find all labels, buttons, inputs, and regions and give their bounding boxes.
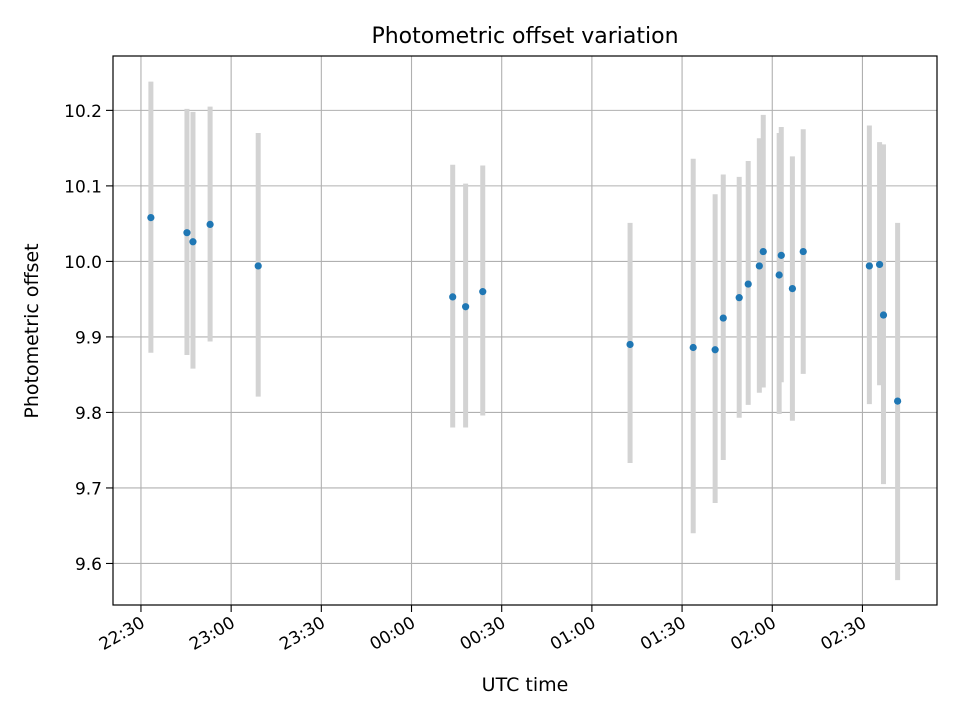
data-point bbox=[206, 220, 214, 229]
plot-frame bbox=[112, 55, 938, 606]
y-tick-labels: 9.6 9.7 9.8 9.9 10.0 10.1 10.2 bbox=[64, 102, 102, 575]
data-point bbox=[755, 262, 763, 270]
x-axis-label: UTC time bbox=[482, 674, 569, 696]
grid-lines bbox=[113, 56, 937, 605]
data-point bbox=[254, 262, 262, 270]
y-tick-label: 10.2 bbox=[64, 102, 102, 122]
data-point bbox=[875, 260, 884, 269]
y-tick-label: 9.9 bbox=[75, 328, 102, 348]
data-point bbox=[775, 271, 783, 279]
data-point bbox=[189, 238, 197, 246]
data-point bbox=[799, 247, 807, 256]
y-tick-label: 9.6 bbox=[75, 555, 102, 575]
data-points bbox=[147, 214, 902, 405]
y-tick-label: 10.0 bbox=[64, 253, 102, 273]
data-point bbox=[462, 303, 470, 311]
data-point bbox=[689, 343, 697, 352]
data-point bbox=[449, 293, 457, 301]
data-point bbox=[788, 284, 797, 293]
data-point bbox=[759, 247, 767, 256]
data-point bbox=[711, 346, 719, 354]
data-point bbox=[147, 214, 155, 222]
y-axis-label: Photometric offset bbox=[21, 243, 43, 418]
data-point bbox=[744, 280, 752, 288]
data-point bbox=[894, 397, 902, 405]
data-point bbox=[626, 340, 634, 349]
data-point bbox=[777, 251, 785, 259]
data-point bbox=[879, 311, 888, 319]
data-point bbox=[719, 314, 727, 322]
data-point bbox=[735, 294, 743, 302]
chart-title: Photometric offset variation bbox=[371, 24, 678, 49]
y-tick-label: 9.7 bbox=[75, 479, 102, 499]
y-tick-label: 10.1 bbox=[64, 177, 102, 197]
data-point bbox=[865, 262, 873, 270]
data-point bbox=[183, 229, 191, 237]
axis-ticks bbox=[106, 109, 863, 612]
y-tick-label: 9.8 bbox=[75, 404, 102, 424]
data-point bbox=[479, 288, 487, 296]
